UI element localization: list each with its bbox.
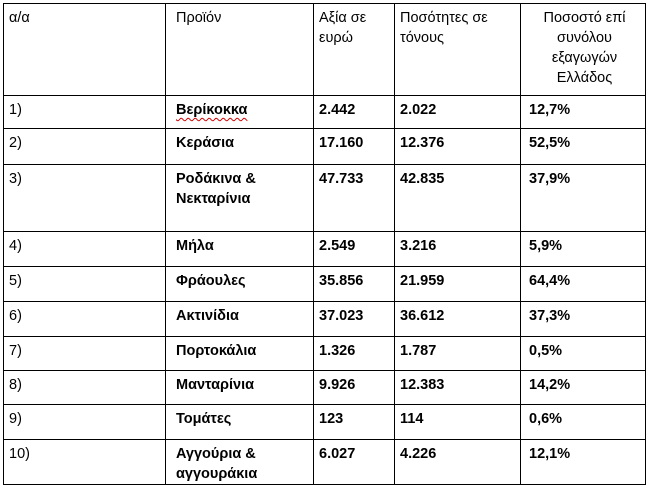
row-tons: 4.226 <box>394 439 521 485</box>
table-row: 3) Ροδάκινα & Νεκταρίνια 47.733 42.835 3… <box>3 164 646 232</box>
table-row: 2) Κεράσια 17.160 12.376 52,5% <box>3 128 646 165</box>
row-share: 64,4% <box>520 266 646 302</box>
row-value: 1.326 <box>313 336 395 371</box>
row-product: Φράουλες <box>165 266 314 302</box>
row-share: 0,6% <box>520 404 646 440</box>
table-row: 7) Πορτοκάλια 1.326 1.787 0,5% <box>3 336 646 371</box>
row-value: 37.023 <box>313 301 395 337</box>
row-share: 37,9% <box>520 164 646 232</box>
header-value: Αξία σε ευρώ <box>313 3 395 96</box>
row-index: 7) <box>3 336 166 371</box>
row-value: 17.160 <box>313 128 395 165</box>
row-product: Ροδάκινα & Νεκταρίνια <box>165 164 314 232</box>
exports-table: α/α Προϊόν Αξία σε ευρώ Ποσότητες σε τόν… <box>3 3 646 485</box>
row-value: 6.027 <box>313 439 395 485</box>
table-row: 8) Μανταρίνια 9.926 12.383 14,2% <box>3 370 646 405</box>
row-product: Μήλα <box>165 231 314 267</box>
table-row: 9) Τομάτες 123 114 0,6% <box>3 404 646 440</box>
row-product: Πορτοκάλια <box>165 336 314 371</box>
row-tons: 12.383 <box>394 370 521 405</box>
row-value: 35.856 <box>313 266 395 302</box>
row-index: 6) <box>3 301 166 337</box>
table-row: 10) Αγγούρια & αγγουράκια 6.027 4.226 12… <box>3 439 646 485</box>
row-share: 0,5% <box>520 336 646 371</box>
row-product: Βερίκοκκα <box>165 95 314 129</box>
row-share: 37,3% <box>520 301 646 337</box>
row-tons: 36.612 <box>394 301 521 337</box>
table-row: 1) Βερίκοκκα 2.442 2.022 12,7% <box>3 95 646 129</box>
row-product: Αγγούρια & αγγουράκια <box>165 439 314 485</box>
row-value: 2.442 <box>313 95 395 129</box>
header-aa: α/α <box>3 3 166 96</box>
row-value: 9.926 <box>313 370 395 405</box>
row-index: 9) <box>3 404 166 440</box>
row-share: 52,5% <box>520 128 646 165</box>
row-tons: 21.959 <box>394 266 521 302</box>
row-index: 8) <box>3 370 166 405</box>
row-product: Κεράσια <box>165 128 314 165</box>
row-value: 2.549 <box>313 231 395 267</box>
row-index: 5) <box>3 266 166 302</box>
row-share: 12,7% <box>520 95 646 129</box>
table-row: 5) Φράουλες 35.856 21.959 64,4% <box>3 266 646 302</box>
row-tons: 1.787 <box>394 336 521 371</box>
header-product: Προϊόν <box>165 3 314 96</box>
row-index: 4) <box>3 231 166 267</box>
header-tons: Ποσότητες σε τόνους <box>394 3 521 96</box>
row-product: Μανταρίνια <box>165 370 314 405</box>
row-product: Τομάτες <box>165 404 314 440</box>
row-share: 5,9% <box>520 231 646 267</box>
row-tons: 3.216 <box>394 231 521 267</box>
row-tons: 114 <box>394 404 521 440</box>
row-index: 3) <box>3 164 166 232</box>
row-share: 14,2% <box>520 370 646 405</box>
row-index: 1) <box>3 95 166 129</box>
table-row: 4) Μήλα 2.549 3.216 5,9% <box>3 231 646 267</box>
row-tons: 42.835 <box>394 164 521 232</box>
row-tons: 12.376 <box>394 128 521 165</box>
row-index: 10) <box>3 439 166 485</box>
row-tons: 2.022 <box>394 95 521 129</box>
row-share: 12,1% <box>520 439 646 485</box>
row-product: Ακτινίδια <box>165 301 314 337</box>
row-value: 123 <box>313 404 395 440</box>
header-row: α/α Προϊόν Αξία σε ευρώ Ποσότητες σε τόν… <box>3 3 646 96</box>
table-row: 6) Ακτινίδια 37.023 36.612 37,3% <box>3 301 646 337</box>
row-value: 47.733 <box>313 164 395 232</box>
header-share: Ποσοστό επί συνόλου εξαγωγών Ελλάδος <box>520 3 646 96</box>
row-product-text: Βερίκοκκα <box>176 102 248 118</box>
row-index: 2) <box>3 128 166 165</box>
